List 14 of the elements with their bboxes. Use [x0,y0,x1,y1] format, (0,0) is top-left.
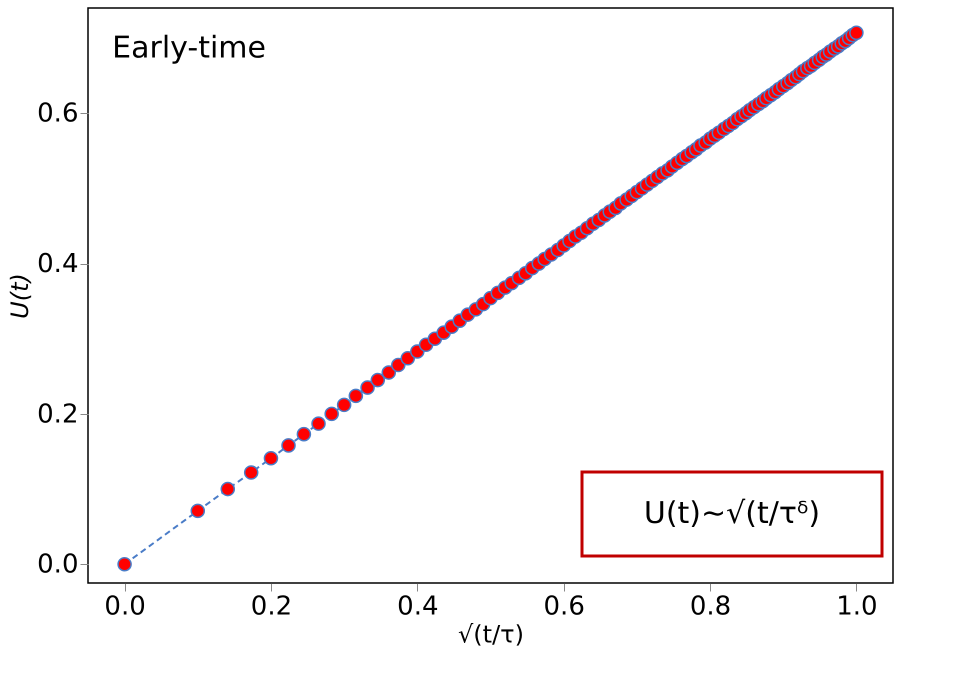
annotation: U(t)~√(t/τᵟ) [644,496,820,531]
x-tick-label: 1.0 [836,592,878,622]
x-tick-label: 0.8 [690,592,732,622]
x-axis-title: √(t/τ) [458,620,524,648]
x-tick-label: 0.0 [104,592,146,622]
x-tick-label: 0.4 [397,592,438,622]
x-tick-label: 0.6 [544,592,585,622]
annotation: Early-time [112,30,266,66]
y-tick-label: 0.2 [37,399,78,430]
y-tick-label: 0.4 [37,249,78,280]
x-tick-label: 0.2 [250,592,292,622]
y-axis-title: U(t) [6,273,34,319]
y-tick-label: 0.0 [37,550,78,580]
y-tick-label: 0.6 [37,98,78,129]
